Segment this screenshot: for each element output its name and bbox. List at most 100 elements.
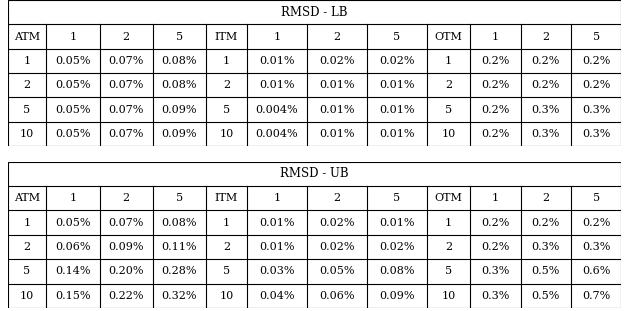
Text: 0.09%: 0.09% bbox=[162, 129, 197, 139]
Text: 0.7%: 0.7% bbox=[582, 291, 610, 301]
Text: 0.02%: 0.02% bbox=[319, 242, 355, 252]
Text: 5: 5 bbox=[176, 193, 183, 203]
Text: ATM: ATM bbox=[14, 31, 40, 42]
Text: 2: 2 bbox=[333, 31, 340, 42]
Text: 2: 2 bbox=[542, 193, 550, 203]
Text: 0.08%: 0.08% bbox=[162, 80, 197, 90]
Text: 0.2%: 0.2% bbox=[582, 80, 611, 90]
Text: 2: 2 bbox=[223, 242, 230, 252]
Text: 0.3%: 0.3% bbox=[582, 129, 611, 139]
Text: 10: 10 bbox=[19, 129, 34, 139]
Text: 0.5%: 0.5% bbox=[532, 291, 560, 301]
Text: 1: 1 bbox=[69, 31, 77, 42]
Text: 10: 10 bbox=[220, 129, 233, 139]
Text: OTM: OTM bbox=[435, 31, 462, 42]
Text: OTM: OTM bbox=[435, 193, 462, 203]
Text: ITM: ITM bbox=[214, 31, 238, 42]
Text: 10: 10 bbox=[442, 129, 456, 139]
Text: 5: 5 bbox=[593, 31, 600, 42]
Text: 2: 2 bbox=[23, 242, 30, 252]
Text: 0.3%: 0.3% bbox=[532, 129, 560, 139]
Text: 5: 5 bbox=[393, 31, 401, 42]
Text: 0.01%: 0.01% bbox=[319, 104, 355, 115]
Text: 0.14%: 0.14% bbox=[55, 266, 91, 276]
Text: 0.05%: 0.05% bbox=[55, 129, 91, 139]
Text: 0.3%: 0.3% bbox=[532, 242, 560, 252]
Text: 0.28%: 0.28% bbox=[162, 266, 197, 276]
Text: 0.15%: 0.15% bbox=[55, 291, 91, 301]
Text: 0.07%: 0.07% bbox=[108, 56, 144, 66]
Text: 0.004%: 0.004% bbox=[255, 129, 298, 139]
Text: 10: 10 bbox=[442, 291, 456, 301]
Text: 5: 5 bbox=[23, 104, 30, 115]
Text: 0.2%: 0.2% bbox=[481, 56, 509, 66]
Text: 5: 5 bbox=[593, 193, 600, 203]
Text: 0.2%: 0.2% bbox=[582, 56, 611, 66]
Text: 1: 1 bbox=[223, 56, 230, 66]
Text: 2: 2 bbox=[223, 80, 230, 90]
Text: 1: 1 bbox=[445, 56, 452, 66]
Text: 0.01%: 0.01% bbox=[259, 218, 294, 228]
Text: 0.09%: 0.09% bbox=[162, 104, 197, 115]
Text: 0.05%: 0.05% bbox=[55, 218, 91, 228]
Text: 0.01%: 0.01% bbox=[379, 104, 415, 115]
Text: 1: 1 bbox=[273, 31, 281, 42]
Text: 0.01%: 0.01% bbox=[259, 80, 294, 90]
Text: 0.07%: 0.07% bbox=[108, 218, 144, 228]
Text: 0.3%: 0.3% bbox=[481, 291, 509, 301]
Text: 0.01%: 0.01% bbox=[319, 80, 355, 90]
Text: 5: 5 bbox=[445, 266, 452, 276]
Text: ITM: ITM bbox=[214, 193, 238, 203]
Text: 2: 2 bbox=[123, 193, 130, 203]
Text: 0.02%: 0.02% bbox=[379, 242, 415, 252]
Text: 0.22%: 0.22% bbox=[108, 291, 144, 301]
Text: 0.07%: 0.07% bbox=[108, 104, 144, 115]
Text: 2: 2 bbox=[445, 80, 452, 90]
Text: 0.3%: 0.3% bbox=[582, 104, 611, 115]
Text: 0.01%: 0.01% bbox=[319, 129, 355, 139]
Text: 1: 1 bbox=[492, 193, 499, 203]
Text: 0.20%: 0.20% bbox=[108, 266, 144, 276]
Text: 0.2%: 0.2% bbox=[532, 56, 560, 66]
Text: 0.01%: 0.01% bbox=[259, 242, 294, 252]
Text: 0.02%: 0.02% bbox=[379, 56, 415, 66]
Text: 1: 1 bbox=[273, 193, 281, 203]
Text: 0.2%: 0.2% bbox=[481, 242, 509, 252]
Text: 0.3%: 0.3% bbox=[532, 104, 560, 115]
Text: 0.04%: 0.04% bbox=[259, 291, 294, 301]
Text: 0.07%: 0.07% bbox=[108, 129, 144, 139]
Text: 5: 5 bbox=[23, 266, 30, 276]
Text: 0.01%: 0.01% bbox=[379, 218, 415, 228]
Text: 0.06%: 0.06% bbox=[55, 242, 91, 252]
Text: 0.08%: 0.08% bbox=[379, 266, 415, 276]
Text: 0.3%: 0.3% bbox=[582, 242, 611, 252]
Text: 0.05%: 0.05% bbox=[319, 266, 355, 276]
Text: 0.2%: 0.2% bbox=[481, 218, 509, 228]
Text: 5: 5 bbox=[445, 104, 452, 115]
Text: 2: 2 bbox=[333, 193, 340, 203]
Text: 0.03%: 0.03% bbox=[259, 266, 294, 276]
Text: 1: 1 bbox=[492, 31, 499, 42]
Text: 1: 1 bbox=[69, 193, 77, 203]
Text: 0.09%: 0.09% bbox=[108, 242, 144, 252]
Text: 0.05%: 0.05% bbox=[55, 104, 91, 115]
Text: 0.07%: 0.07% bbox=[108, 80, 144, 90]
Text: 0.2%: 0.2% bbox=[582, 218, 611, 228]
Text: 0.08%: 0.08% bbox=[162, 56, 197, 66]
Text: 2: 2 bbox=[542, 31, 550, 42]
Text: 2: 2 bbox=[23, 80, 30, 90]
Text: 0.02%: 0.02% bbox=[319, 218, 355, 228]
Text: 0.32%: 0.32% bbox=[162, 291, 197, 301]
Text: 5: 5 bbox=[393, 193, 401, 203]
Text: 0.01%: 0.01% bbox=[259, 56, 294, 66]
Text: ATM: ATM bbox=[14, 193, 40, 203]
Text: 0.004%: 0.004% bbox=[255, 104, 298, 115]
Text: 0.2%: 0.2% bbox=[532, 80, 560, 90]
Text: 10: 10 bbox=[19, 291, 34, 301]
Text: RMSD - LB: RMSD - LB bbox=[281, 6, 348, 19]
Text: 0.06%: 0.06% bbox=[319, 291, 355, 301]
Text: 0.01%: 0.01% bbox=[379, 80, 415, 90]
Text: 0.2%: 0.2% bbox=[532, 218, 560, 228]
Text: 0.08%: 0.08% bbox=[162, 218, 197, 228]
Text: 0.02%: 0.02% bbox=[319, 56, 355, 66]
